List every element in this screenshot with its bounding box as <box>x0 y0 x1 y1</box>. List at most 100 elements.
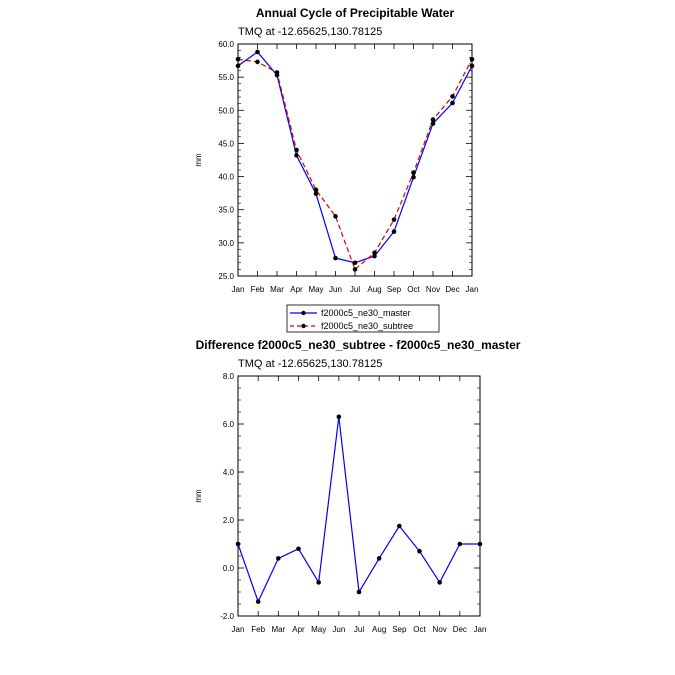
top-xtick-label: Jun <box>329 285 342 294</box>
top-xtick-label: Aug <box>367 285 381 294</box>
bottom-ytick-label: 0.0 <box>223 564 235 573</box>
bottom-xtick-label: May <box>311 625 326 634</box>
bottom-ytick-label: 8.0 <box>223 372 235 381</box>
top-ytick-label: 55.0 <box>218 73 234 82</box>
top-series-0-point <box>294 153 299 158</box>
top-xtick-label: Dec <box>445 285 459 294</box>
legend-entry-master: f2000c5_ne30_master <box>290 308 411 318</box>
bottom-chart-subtitle: TMQ at -12.65625,130.78125 <box>238 358 382 370</box>
top-series-1-point <box>255 59 260 65</box>
bottom-ytick-label: 4.0 <box>223 468 235 477</box>
bottom-chart: Difference f2000c5_ne30_subtree - f2000c… <box>194 338 521 634</box>
top-xtick-label: Apr <box>290 285 303 294</box>
top-xtick-label: Jan <box>466 285 479 294</box>
top-series-0-point <box>255 49 260 55</box>
top-chart: Annual Cycle of Precipitable Water TMQ a… <box>194 6 478 294</box>
top-series <box>235 49 475 272</box>
bottom-xtick-label: Mar <box>271 625 285 634</box>
bottom-xtick-label: Jul <box>354 625 364 634</box>
top-ytick-label: 45.0 <box>218 139 234 148</box>
bottom-xtick-label: Dec <box>453 625 467 634</box>
top-series-0-point <box>411 174 416 180</box>
top-ytick-label: 25.0 <box>218 272 234 281</box>
top-chart-title: Annual Cycle of Precipitable Water <box>256 6 455 20</box>
top-series-1-point <box>391 217 397 222</box>
bottom-series <box>235 414 483 604</box>
bottom-series-0-point <box>276 556 281 561</box>
bottom-xtick-label: Feb <box>251 625 265 634</box>
bottom-xtick-label: Jun <box>332 625 345 634</box>
top-xtick-label: Oct <box>407 285 420 294</box>
bottom-series-0-point <box>457 541 463 547</box>
top-series-0-point <box>372 253 377 259</box>
top-ytick-label: 60.0 <box>218 40 234 49</box>
top-series-1-point <box>313 187 319 193</box>
bottom-xtick-label: Jan <box>474 625 487 634</box>
top-chart-subtitle: TMQ at -12.65625,130.78125 <box>238 26 382 38</box>
bottom-plot-frame <box>237 375 481 617</box>
bottom-series-0-point <box>296 546 301 552</box>
bottom-series-0-point <box>336 414 342 420</box>
top-xtick-label: Feb <box>251 285 265 294</box>
top-series-0-point <box>450 100 455 106</box>
top-xtick-label: Jul <box>350 285 360 294</box>
top-series-1-point <box>411 170 416 175</box>
bottom-xtick-label: Oct <box>413 625 426 634</box>
top-xtick-label: May <box>308 285 323 294</box>
bottom-ytick-label: 2.0 <box>223 516 235 525</box>
top-series-line-0 <box>237 51 473 264</box>
bottom-series-0-point <box>316 580 321 585</box>
top-ticks: Jan Feb Mar Apr May Jun Jul Aug Sep Oct Nov Dec Jan 2… <box>218 40 478 294</box>
bottom-series-0-point <box>397 523 402 529</box>
top-xtick-label: Nov <box>426 285 440 294</box>
bottom-xtick-label: Sep <box>392 625 407 634</box>
top-series-1-point <box>294 147 299 153</box>
top-series-0-point <box>352 260 358 266</box>
bottom-chart-title: Difference f2000c5_ne30_subtree - f2000c… <box>196 338 521 352</box>
top-series-1-point <box>469 56 475 62</box>
top-series-0-point <box>313 191 319 197</box>
top-ytick-label: 35.0 <box>218 206 234 215</box>
legend-box <box>286 304 440 333</box>
top-plot-frame <box>237 43 473 277</box>
legend-label-subtree: f2000c5_ne30_subtree <box>321 321 413 331</box>
top-series-1-point <box>352 267 358 272</box>
top-series-1-point <box>274 70 280 75</box>
bottom-xtick-label: Apr <box>292 625 305 634</box>
top-series-1-point <box>333 214 338 219</box>
bottom-ytick-label: -2.0 <box>220 612 234 621</box>
bottom-xtick-label: Nov <box>433 625 447 634</box>
bottom-series-0-point <box>255 599 261 604</box>
top-ytick-label: 50.0 <box>218 106 234 115</box>
bottom-series-0-point <box>417 548 422 554</box>
bottom-ticks: Jan Feb Mar Apr May Jun Jul Aug Sep Oct Nov Dec Jan -… <box>220 372 486 634</box>
bottom-ytick-label: 6.0 <box>223 420 235 429</box>
top-series-0-point <box>391 229 397 234</box>
top-series-1-point <box>450 94 455 99</box>
top-chart-ylabel: mm <box>194 153 203 167</box>
bottom-chart-ylabel: mm <box>194 489 203 503</box>
top-series-line-1 <box>237 58 473 271</box>
top-series-0-point <box>333 255 338 261</box>
top-series-1-point <box>430 117 436 122</box>
top-ytick-label: 40.0 <box>218 173 234 182</box>
bottom-xtick-label: Jan <box>232 625 245 634</box>
top-xtick-label: Sep <box>387 285 402 294</box>
legend-marker-subtree <box>301 323 306 329</box>
bottom-xtick-label: Aug <box>372 625 386 634</box>
legend-marker-master <box>301 310 306 316</box>
bottom-series-0-point <box>235 541 241 547</box>
legend: f2000c5_ne30_master f2000c5_ne30_subtree <box>286 304 440 333</box>
top-series-0-point <box>469 63 475 69</box>
top-ytick-label: 30.0 <box>218 239 234 248</box>
legend-label-master: f2000c5_ne30_master <box>321 308 411 318</box>
top-series-1-point <box>235 56 241 62</box>
top-xtick-label: Mar <box>270 285 284 294</box>
top-xtick-label: Jan <box>232 285 245 294</box>
legend-entry-subtree: f2000c5_ne30_subtree <box>290 321 413 331</box>
top-series-0-point <box>235 63 241 69</box>
top-series-1-point <box>372 250 377 256</box>
top-series-0-point <box>430 121 436 126</box>
bottom-series-0-point <box>376 556 382 561</box>
